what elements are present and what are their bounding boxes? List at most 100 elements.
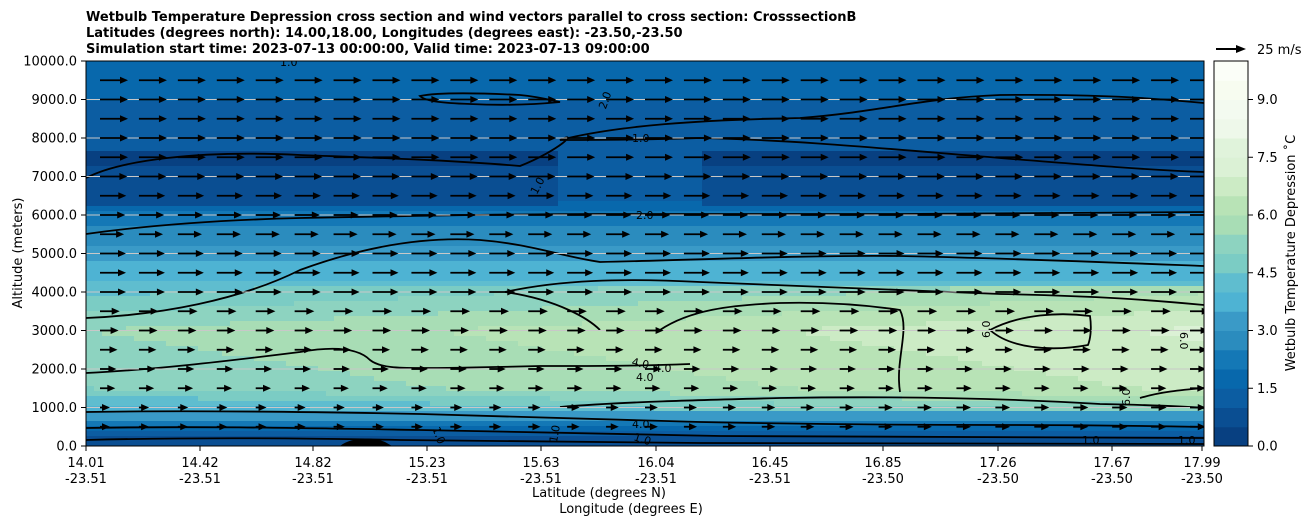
- contour-fill-cell: [254, 166, 263, 172]
- contour-fill-cell: [414, 336, 423, 342]
- contour-fill-cell: [334, 411, 343, 417]
- contour-fill-cell: [390, 356, 399, 362]
- contour-fill-cell: [310, 216, 319, 222]
- contour-fill-cell: [502, 336, 511, 342]
- contour-fill-cell: [246, 301, 255, 307]
- contour-fill-cell: [150, 131, 159, 137]
- contour-fill-cell: [518, 221, 527, 227]
- contour-fill-cell: [590, 256, 599, 262]
- contour-fill-cell: [406, 361, 415, 367]
- contour-fill-cell: [278, 341, 287, 347]
- contour-fill-cell: [342, 61, 351, 67]
- contour-fill-cell: [598, 381, 607, 387]
- contour-fill-cell: [454, 276, 463, 282]
- contour-fill-cell: [134, 186, 143, 192]
- contour-fill-cell: [150, 66, 159, 72]
- contour-fill-cell: [110, 391, 119, 397]
- contour-fill-cell: [102, 306, 111, 312]
- contour-fill-cell: [254, 81, 263, 87]
- contour-fill-cell: [254, 191, 263, 197]
- contour-fill-cell: [590, 181, 599, 187]
- contour-fill-cell: [382, 181, 391, 187]
- contour-fill-cell: [238, 291, 247, 297]
- contour-fill-cell: [326, 421, 335, 427]
- contour-fill-cell: [182, 181, 191, 187]
- contour-fill-cell: [118, 386, 127, 392]
- contour-fill-cell: [222, 376, 231, 382]
- contour-fill-cell: [598, 341, 607, 347]
- contour-fill-cell: [246, 426, 255, 432]
- contour-fill-cell: [334, 401, 343, 407]
- contour-fill-cell: [230, 271, 239, 277]
- contour-fill-cell: [526, 436, 535, 442]
- contour-fill-cell: [574, 341, 583, 347]
- contour-fill-cell: [550, 186, 559, 192]
- contour-fill-cell: [558, 106, 567, 112]
- contour-fill-cell: [86, 126, 95, 132]
- contour-fill-cell: [438, 146, 447, 152]
- contour-fill-cell: [318, 421, 327, 427]
- contour-fill-cell: [198, 81, 207, 87]
- contour-fill-cell: [294, 196, 303, 202]
- contour-fill-cell: [118, 146, 127, 152]
- contour-fill-cell: [366, 131, 375, 137]
- contour-fill-cell: [430, 166, 439, 172]
- contour-fill-cell: [414, 146, 423, 152]
- contour-fill-cell: [374, 331, 383, 337]
- contour-fill-cell: [126, 416, 135, 422]
- contour-fill-cell: [158, 296, 167, 302]
- contour-fill-cell: [158, 61, 167, 67]
- contour-fill-cell: [326, 76, 335, 82]
- contour-fill-cell: [230, 191, 239, 197]
- contour-fill-cell: [310, 311, 319, 317]
- contour-fill-cell: [158, 221, 167, 227]
- contour-fill-cell: [182, 86, 191, 92]
- contour-fill-cell: [158, 346, 167, 352]
- contour-fill-cell: [246, 266, 255, 272]
- contour-fill-cell: [238, 271, 247, 277]
- contour-fill-cell: [582, 166, 591, 172]
- contour-fill-cell: [534, 141, 543, 147]
- contour-fill-cell: [350, 306, 359, 312]
- contour-fill-cell: [510, 341, 519, 347]
- contour-fill-cell: [366, 166, 375, 172]
- contour-fill-cell: [190, 101, 199, 107]
- contour-fill-cell: [558, 411, 567, 417]
- contour-fill-cell: [190, 61, 199, 67]
- contour-fill-cell: [302, 311, 311, 317]
- contour-fill-cell: [382, 126, 391, 132]
- contour-fill-cell: [470, 281, 479, 287]
- contour-fill-cell: [318, 171, 327, 177]
- contour-fill-cell: [318, 86, 327, 92]
- contour-fill-cell: [326, 386, 335, 392]
- contour-fill-cell: [230, 66, 239, 72]
- contour-fill-cell: [166, 256, 175, 262]
- contour-fill-cell: [534, 256, 543, 262]
- contour-fill-cell: [430, 106, 439, 112]
- contour-fill-cell: [398, 236, 407, 242]
- contour-fill-cell: [134, 431, 143, 437]
- contour-fill-cell: [502, 81, 511, 87]
- contour-fill-cell: [422, 256, 431, 262]
- contour-fill-cell: [542, 66, 551, 72]
- contour-fill-cell: [454, 151, 463, 157]
- contour-fill-cell: [190, 396, 199, 402]
- contour-fill-cell: [198, 356, 207, 362]
- contour-fill-cell: [166, 86, 175, 92]
- contour-fill-cell: [326, 196, 335, 202]
- contour-fill-cell: [558, 291, 567, 297]
- contour-fill-cell: [598, 241, 607, 247]
- contour-fill-cell: [534, 351, 543, 357]
- contour-fill-cell: [246, 241, 255, 247]
- contour-fill-cell: [350, 201, 359, 207]
- contour-fill-cell: [494, 276, 503, 282]
- contour-fill-cell: [494, 131, 503, 137]
- contour-fill-cell: [126, 266, 135, 272]
- contour-fill-cell: [406, 431, 415, 437]
- contour-fill-cell: [414, 396, 423, 402]
- contour-fill-cell: [470, 141, 479, 147]
- contour-fill-cell: [254, 411, 263, 417]
- contour-fill-cell: [206, 106, 215, 112]
- contour-fill-cell: [214, 431, 223, 437]
- contour-fill-cell: [238, 101, 247, 107]
